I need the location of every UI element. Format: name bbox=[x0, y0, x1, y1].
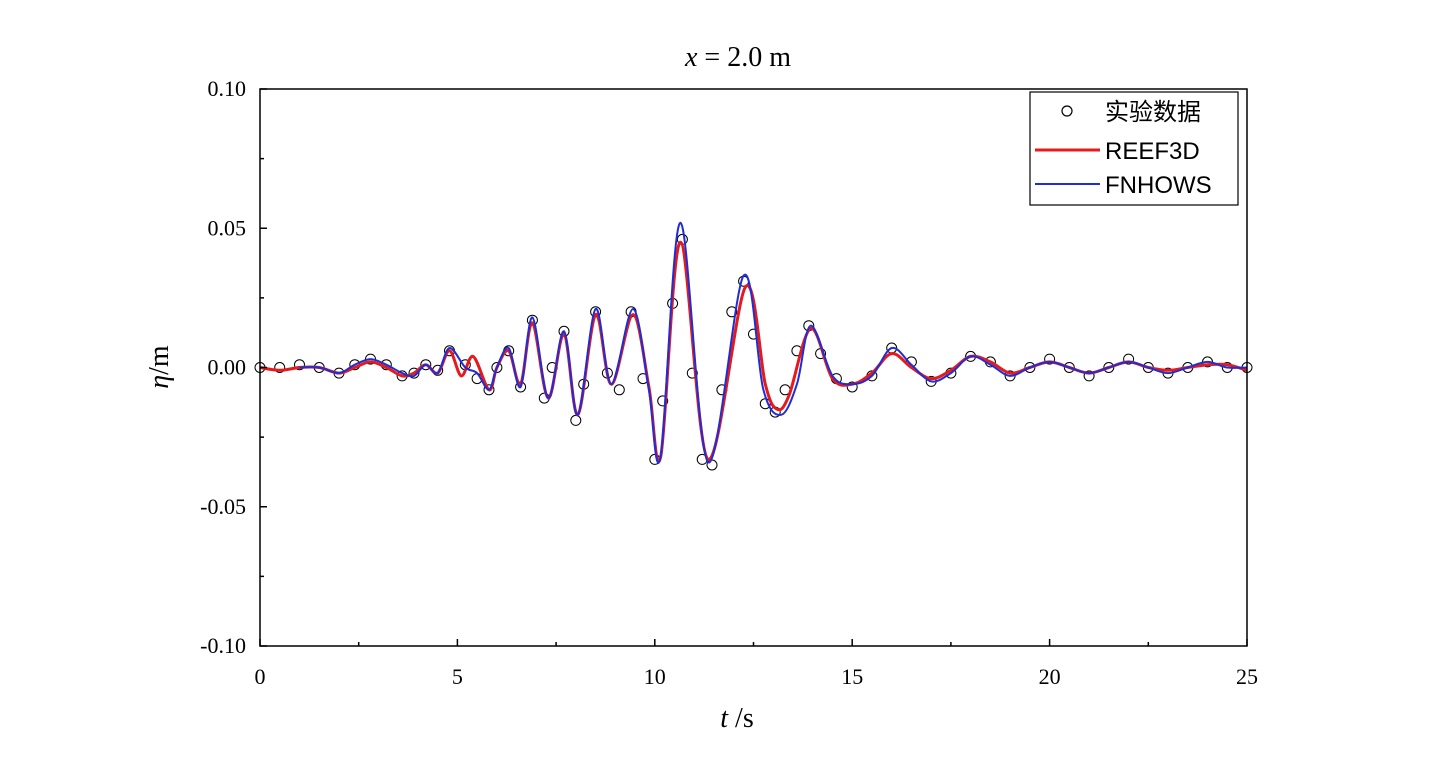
experimental-data-point bbox=[726, 306, 738, 318]
plot-series bbox=[254, 221, 1253, 471]
experimental-data-point bbox=[294, 359, 305, 371]
x-tick-label: 5 bbox=[452, 664, 463, 689]
experimental-data-point bbox=[420, 359, 432, 371]
x-tick-label: 10 bbox=[644, 664, 666, 689]
legend-label-experimental: 实验数据 bbox=[1105, 99, 1201, 126]
x-tick-label: 25 bbox=[1236, 664, 1258, 689]
experimental-data-point bbox=[1123, 353, 1135, 365]
legend-label-fnhows: FNHOWS bbox=[1105, 172, 1212, 199]
series-experimental-markers bbox=[254, 233, 1253, 471]
experimental-data-point bbox=[274, 362, 286, 373]
series-line-fnhows bbox=[299, 221, 1248, 465]
y-tick-label: 0.05 bbox=[208, 215, 247, 240]
chart-title: x = 2.0 m bbox=[684, 42, 791, 73]
y-tick-label: 0.10 bbox=[208, 76, 247, 101]
experimental-data-point bbox=[657, 395, 669, 407]
chart-title-rest: = 2.0 m bbox=[697, 42, 791, 73]
y-axis-label: η/m bbox=[144, 345, 175, 389]
y-tick-label: 0.00 bbox=[208, 355, 247, 380]
x-axis-label-rest: /s bbox=[728, 703, 754, 734]
y-axis-label-italic: η bbox=[144, 375, 175, 389]
y-axis-ticks: 0.10 0.05 0.00 -0.05 -0.10 bbox=[200, 76, 267, 658]
experimental-data-point bbox=[1103, 362, 1115, 373]
y-tick-label: -0.05 bbox=[200, 494, 246, 519]
experimental-data-point bbox=[1024, 362, 1036, 373]
y-tick-label: -0.10 bbox=[200, 633, 246, 658]
x-axis-ticks: 0 5 10 15 20 25 bbox=[255, 639, 1258, 689]
x-axis-label: t /s bbox=[720, 703, 753, 734]
experimental-data-point bbox=[613, 384, 625, 396]
experimental-data-point bbox=[483, 384, 495, 396]
experimental-data-point bbox=[686, 367, 698, 379]
experimental-data-point bbox=[846, 381, 858, 393]
chart-title-italic: x bbox=[684, 42, 698, 73]
legend-marker-experimental bbox=[1061, 105, 1073, 117]
experimental-data-point bbox=[1044, 353, 1056, 365]
y-axis-label-rest: /m bbox=[144, 345, 175, 375]
experimental-data-point bbox=[1083, 370, 1095, 382]
x-tick-label: 15 bbox=[841, 664, 863, 689]
experimental-data-point bbox=[1063, 362, 1075, 373]
x-tick-label: 0 bbox=[255, 664, 266, 689]
experimental-data-point bbox=[491, 362, 503, 373]
x-axis-label-italic: t bbox=[720, 703, 729, 734]
legend-label-reef3d: REEF3D bbox=[1105, 138, 1200, 165]
experimental-data-point bbox=[570, 414, 582, 426]
experimental-data-point bbox=[408, 367, 420, 379]
x-tick-label: 20 bbox=[1039, 664, 1061, 689]
legend: 实验数据 REEF3D FNHOWS bbox=[1029, 91, 1239, 206]
series-line-reef3d bbox=[259, 240, 1248, 463]
